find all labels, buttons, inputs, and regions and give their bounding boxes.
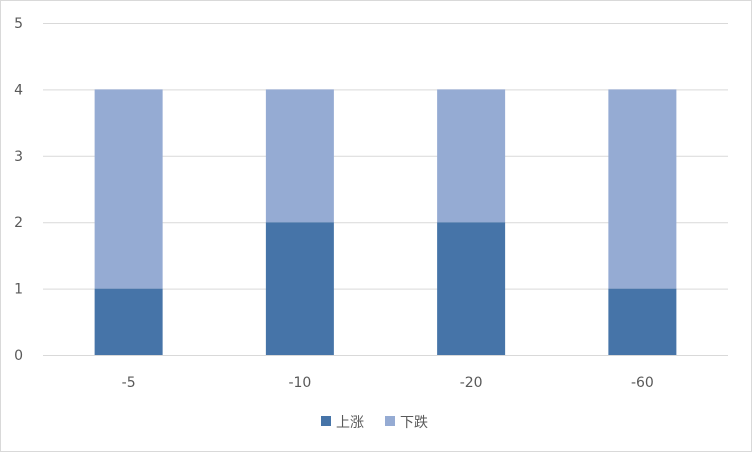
y-tick-label: 5 [14, 16, 23, 32]
bar-up [94, 288, 163, 355]
legend-label: 上涨 [336, 415, 364, 431]
bar-up [437, 222, 506, 355]
y-tick-label: 4 [14, 82, 23, 98]
x-tick-label: -10 [288, 375, 311, 391]
y-tick-label: 1 [14, 282, 23, 298]
y-tick-label: 3 [14, 149, 23, 165]
bar-down [608, 89, 677, 289]
bar-up [608, 288, 677, 355]
x-tick-label: -5 [122, 375, 136, 391]
bar-down [437, 89, 506, 223]
bar-down [265, 89, 334, 223]
bar-up [265, 222, 334, 355]
x-tick-label: -20 [460, 375, 483, 391]
legend-label: 下跌 [400, 415, 428, 431]
legend-swatch [385, 416, 395, 426]
bar-down [94, 89, 163, 289]
legend-swatch [321, 416, 331, 426]
y-tick-label: 2 [14, 215, 23, 231]
y-tick-label: 0 [14, 348, 23, 364]
x-tick-label: -60 [631, 375, 654, 391]
